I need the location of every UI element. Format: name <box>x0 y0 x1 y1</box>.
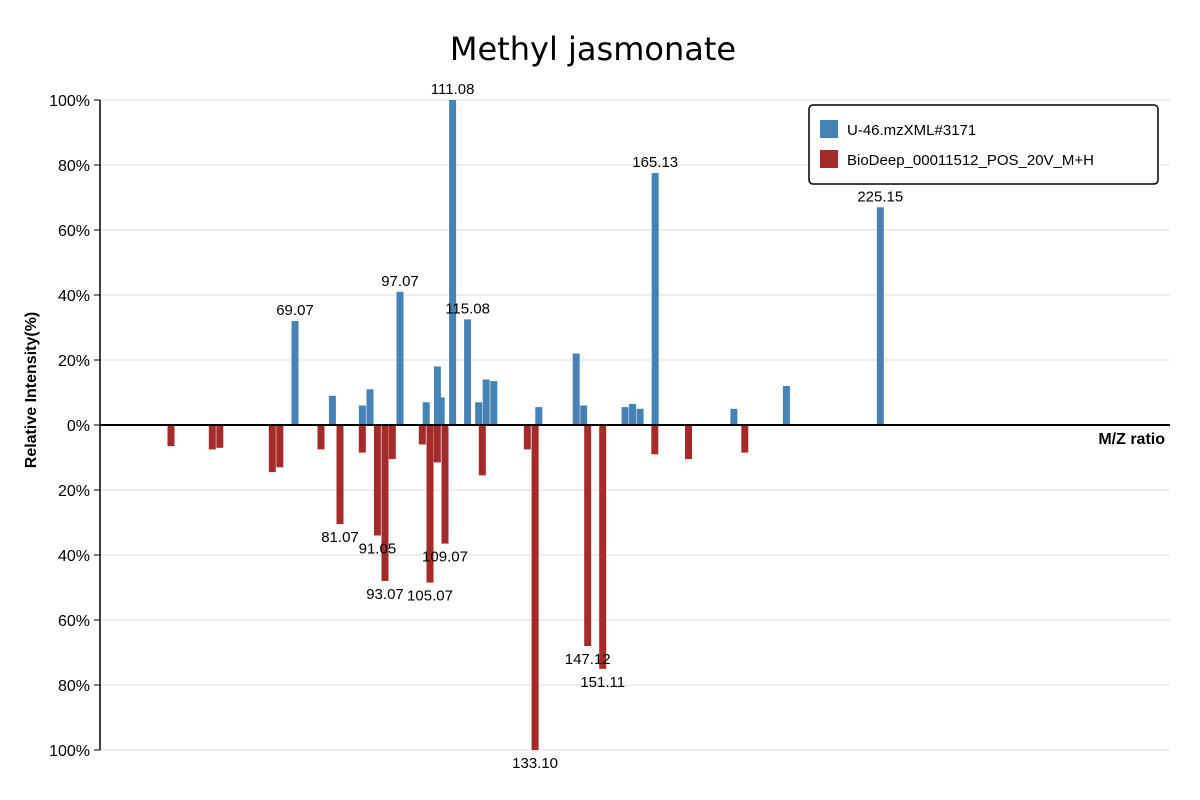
peak-label: 147.12 <box>565 651 611 668</box>
reference-peak-bar <box>426 425 434 583</box>
y-ticks: 100% 80% 60% 40% 20% 0% 20% 40% 60% 80% 100% <box>49 93 100 760</box>
query-peak-bar <box>482 379 490 425</box>
query-peak-bar <box>636 408 644 426</box>
peak-label: 133.10 <box>512 755 558 772</box>
query-peak-bar <box>490 381 498 425</box>
reference-peak-bar <box>208 425 216 450</box>
y-tick-label: 40% <box>58 548 90 565</box>
reference-peak-bar <box>167 425 175 447</box>
grid-lines <box>100 99 1170 751</box>
legend-box <box>808 104 1159 185</box>
query-peak-bar <box>572 353 580 425</box>
y-tick-label: 20% <box>58 353 90 370</box>
reference-peak-bar <box>531 425 539 750</box>
y-tick-label: 60% <box>58 613 90 630</box>
peak-label: 81.07 <box>321 529 359 546</box>
legend: U-46.mzXML#3171 BioDeep_00011512_POS_20V… <box>808 104 1159 185</box>
y-tick-label: 40% <box>58 288 90 305</box>
peak-label: 111.08 <box>431 81 475 98</box>
query-peak-bar <box>580 405 588 425</box>
y-tick-label: 20% <box>58 483 90 500</box>
legend-label-series-1: U-46.mzXML#3171 <box>847 122 976 139</box>
peak-labels: 69.0797.07111.08115.08165.13225.1581.079… <box>276 81 903 772</box>
query-peak-bar <box>422 402 430 426</box>
query-peak-bar <box>876 207 884 426</box>
chart-title: Methyl jasmonate <box>450 30 736 68</box>
reference-peak-bar <box>373 425 381 536</box>
y-tick-label: 100% <box>49 743 90 760</box>
peak-label: 69.07 <box>276 302 314 319</box>
y-axis-title: Relative Intensity(%) <box>23 312 40 468</box>
x-axis-title: M/Z ratio <box>1098 431 1165 448</box>
query-peak-bar <box>629 403 637 425</box>
legend-swatch-series-2 <box>820 150 838 168</box>
query-peak-bar <box>291 321 299 425</box>
peak-label: 91.05 <box>359 541 397 558</box>
reference-peak-bar <box>741 425 749 453</box>
y-tick-label: 80% <box>58 158 90 175</box>
query-peak-bar <box>358 405 366 425</box>
query-peak-bar <box>449 100 457 425</box>
y-tick-label: 60% <box>58 223 90 240</box>
peak-label: 93.07 <box>366 586 404 603</box>
query-peak-bar <box>366 389 374 426</box>
legend-swatch-series-1 <box>820 120 838 138</box>
reference-peak-bar <box>685 425 692 460</box>
query-peak-bar <box>464 319 472 425</box>
reference-peak-bar <box>584 425 592 646</box>
peak-label: 151.11 <box>580 674 625 691</box>
peak-label: 115.08 <box>445 300 490 317</box>
peak-label: 109.07 <box>422 549 468 566</box>
peak-label: 165.13 <box>632 154 678 171</box>
reference-peak-bar <box>381 425 389 581</box>
reference-peak-bar <box>276 425 284 468</box>
reference-peak-bar <box>216 425 224 448</box>
y-tick-label: 80% <box>58 678 90 695</box>
reference-peak-bar <box>358 425 366 453</box>
query-peak-bar <box>782 386 790 425</box>
reference-peak-bar <box>478 425 486 476</box>
bars <box>167 100 884 750</box>
reference-peak-bar <box>651 425 659 455</box>
query-peak-bar <box>730 408 738 426</box>
peak-label: 105.07 <box>407 588 453 605</box>
reference-peak-bar <box>388 425 396 460</box>
reference-peak-bar <box>441 425 449 544</box>
query-peak-bar <box>437 397 445 425</box>
peak-label: 225.15 <box>857 188 903 205</box>
y-tick-label: 100% <box>49 93 90 110</box>
query-peak-bar <box>433 366 441 425</box>
query-peak-bar <box>535 407 543 425</box>
y-tick-label: 0% <box>67 418 90 435</box>
reference-peak-bar <box>433 425 441 463</box>
reference-peak-bar <box>599 425 607 669</box>
legend-label-series-2: BioDeep_00011512_POS_20V_M+H <box>847 152 1094 169</box>
reference-peak-bar <box>268 425 276 473</box>
query-peak-bar <box>328 395 336 426</box>
axes <box>99 100 1170 750</box>
reference-peak-bar <box>523 425 531 450</box>
reference-peak-bar <box>418 425 426 445</box>
reference-peak-bar <box>317 425 325 450</box>
query-peak-bar <box>651 173 659 425</box>
query-peak-bar <box>475 402 483 426</box>
query-peak-bar <box>396 291 404 426</box>
query-peak-bar <box>621 407 629 425</box>
peak-label: 97.07 <box>381 273 419 290</box>
reference-peak-bar <box>336 425 344 525</box>
